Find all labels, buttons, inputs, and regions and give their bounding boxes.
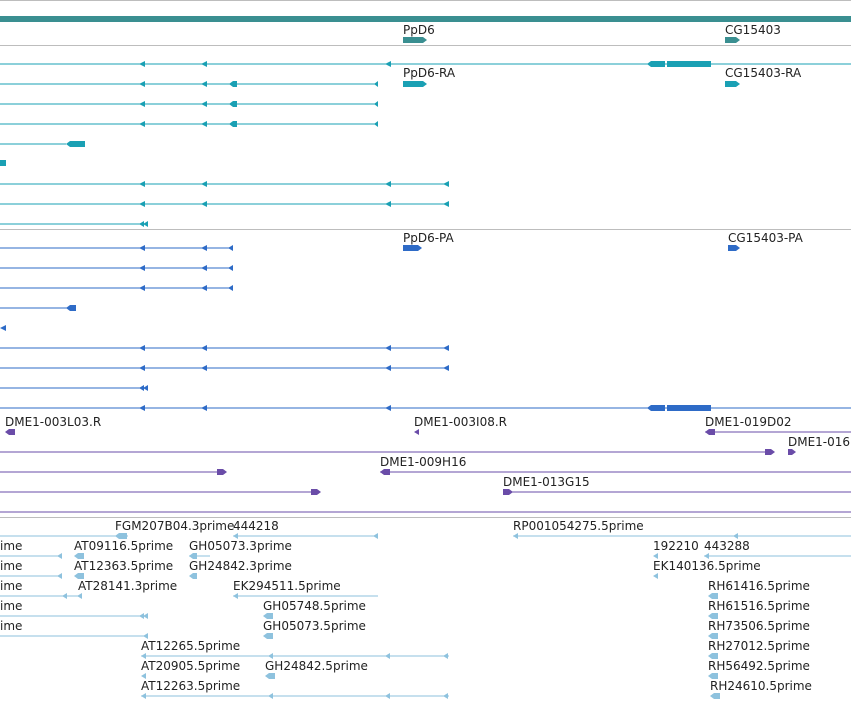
est-label[interactable]: EK140136.5prime: [653, 559, 761, 573]
est-track: FGM207B04.3prime 444218 RP001054275.5pri…: [0, 519, 851, 699]
transcript-label-cg15403-ra[interactable]: CG15403-RA: [725, 66, 802, 80]
est-label[interactable]: RH24610.5prime: [710, 679, 812, 693]
est-label[interactable]: 192210: [653, 539, 699, 553]
gene-track: PpD6 CG15403: [403, 23, 781, 43]
est-label[interactable]: 444218: [233, 519, 279, 533]
protein-label-ppd6-pa[interactable]: PpD6-PA: [403, 231, 455, 245]
est-label[interactable]: ime: [0, 579, 22, 593]
clone-label[interactable]: DME1-013G15: [503, 475, 590, 489]
clone-track: DME1-003L03.R DME1-003I08.R DME1-019D02 …: [0, 415, 851, 513]
gene-feature[interactable]: [403, 37, 427, 43]
est-label[interactable]: AT28141.3prime: [78, 579, 177, 593]
est-label[interactable]: ime: [0, 539, 22, 553]
est-label[interactable]: RH61416.5prime: [708, 579, 810, 593]
transcript-track-blue: PpD6-PA CG15403-PA: [0, 231, 851, 411]
est-label[interactable]: ime: [0, 619, 22, 633]
gene-label-cg15403[interactable]: CG15403: [725, 23, 781, 37]
clone-label[interactable]: DME1-003I08.R: [414, 415, 507, 429]
gene-label-ppd6[interactable]: PpD6: [403, 23, 435, 37]
gene-feature[interactable]: [725, 37, 740, 43]
est-label[interactable]: RH56492.5prime: [708, 659, 810, 673]
transcript-label-ppd6-ra[interactable]: PpD6-RA: [403, 66, 456, 80]
est-label[interactable]: EK294511.5prime: [233, 579, 341, 593]
chromosome-bar: [0, 16, 851, 22]
est-label[interactable]: GH24842.5prime: [265, 659, 368, 673]
clone-label[interactable]: DME1-016: [788, 435, 850, 449]
est-label[interactable]: GH05073.3prime: [189, 539, 292, 553]
est-label[interactable]: AT12263.5prime: [141, 679, 240, 693]
est-label[interactable]: AT09116.5prime: [74, 539, 173, 553]
est-label[interactable]: ime: [0, 559, 22, 573]
est-label[interactable]: AT20905.5prime: [141, 659, 240, 673]
clone-label[interactable]: DME1-003L03.R: [5, 415, 101, 429]
est-label[interactable]: 443288: [704, 539, 750, 553]
est-label[interactable]: RH61516.5prime: [708, 599, 810, 613]
est-label[interactable]: RH73506.5prime: [708, 619, 810, 633]
est-label[interactable]: ime: [0, 599, 22, 613]
clone-label[interactable]: DME1-009H16: [380, 455, 466, 469]
est-label[interactable]: AT12265.5prime: [141, 639, 240, 653]
transcript-track-teal: PpD6-RA CG15403-RA: [0, 61, 851, 227]
est-label[interactable]: GH05748.5prime: [263, 599, 366, 613]
est-label[interactable]: GH24842.3prime: [189, 559, 292, 573]
protein-label-cg15403-pa[interactable]: CG15403-PA: [728, 231, 804, 245]
est-label[interactable]: GH05073.5prime: [263, 619, 366, 633]
est-label[interactable]: AT12363.5prime: [74, 559, 173, 573]
est-label[interactable]: FGM207B04.3prime: [115, 519, 234, 533]
est-label[interactable]: RH27012.5prime: [708, 639, 810, 653]
clone-label[interactable]: DME1-019D02: [705, 415, 792, 429]
est-label[interactable]: RP001054275.5prime: [513, 519, 644, 533]
